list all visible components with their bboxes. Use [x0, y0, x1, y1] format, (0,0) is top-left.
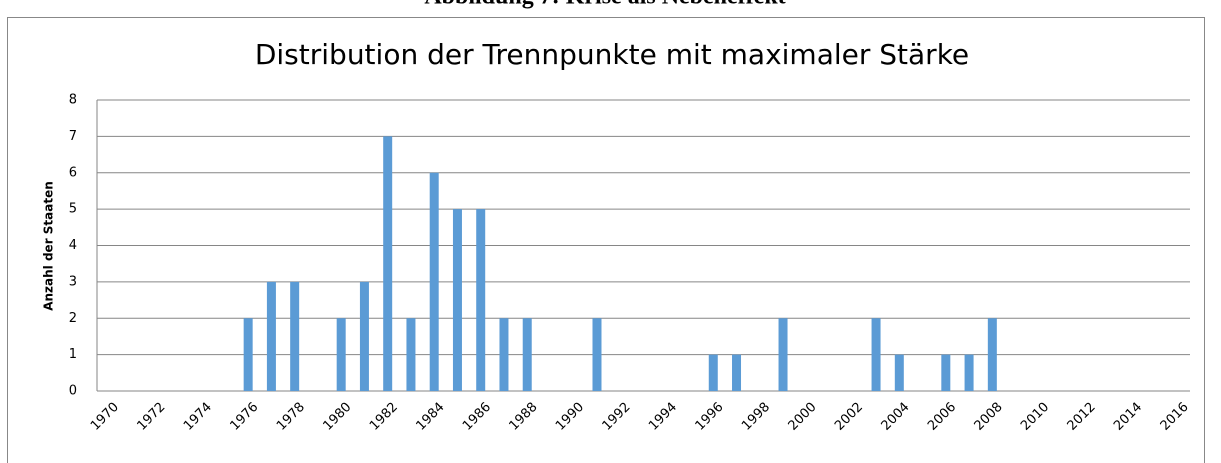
- bar: [476, 209, 486, 391]
- y-tick-label: 3: [69, 274, 77, 289]
- bar: [243, 318, 253, 391]
- bar: [871, 318, 881, 391]
- chart-title: Distribution der Trennpunkte mit maximal…: [255, 38, 969, 71]
- y-axis-label: Anzahl der Staaten: [42, 181, 56, 311]
- bar: [266, 281, 276, 391]
- y-tick-label: 2: [69, 311, 77, 326]
- chart-border: [7, 17, 1205, 463]
- bar: [732, 354, 742, 391]
- bar: [336, 318, 346, 391]
- bar: [290, 281, 300, 391]
- bar: [429, 172, 439, 391]
- bar: [592, 318, 602, 391]
- y-tick-label: 8: [69, 93, 77, 108]
- bar: [452, 209, 462, 391]
- y-tick-label: 7: [69, 129, 77, 144]
- bar: [383, 136, 393, 391]
- caption: Abbildung 7: Krise als Nebeneffekt: [424, 0, 785, 10]
- y-tick-label: 1: [69, 347, 77, 362]
- y-tick-label: 6: [69, 165, 77, 180]
- bar: [964, 354, 974, 391]
- y-tick-label: 4: [69, 238, 77, 253]
- bar: [894, 354, 904, 391]
- bar: [522, 318, 532, 391]
- bar: [941, 354, 951, 391]
- bar: [499, 318, 509, 391]
- y-tick-label: 0: [69, 384, 77, 399]
- bar: [406, 318, 416, 391]
- bar: [359, 281, 369, 391]
- bar: [987, 318, 997, 391]
- bar: [708, 354, 718, 391]
- bar: [778, 318, 788, 391]
- y-tick-label: 5: [69, 202, 77, 217]
